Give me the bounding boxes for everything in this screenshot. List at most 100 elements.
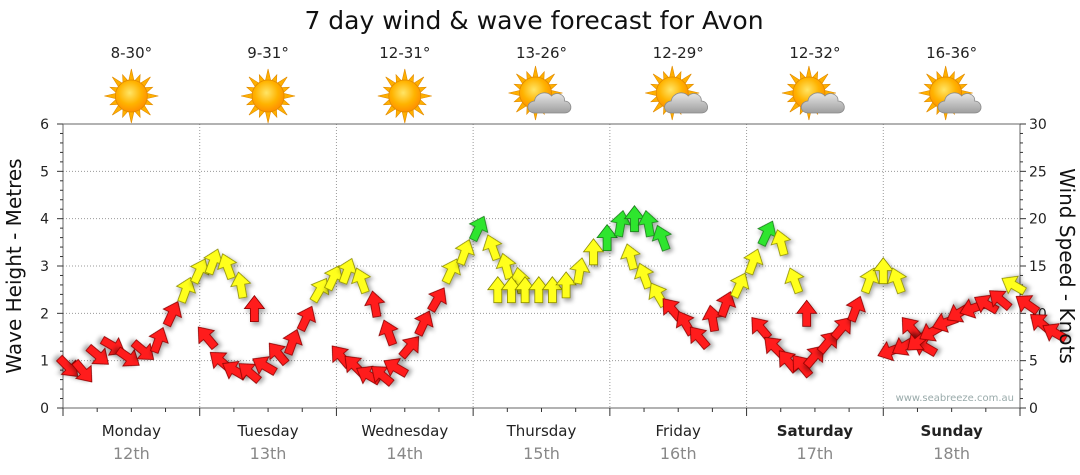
wind-arrow — [350, 267, 372, 295]
left-tick-label: 0 — [40, 401, 49, 417]
date-label: 18th — [933, 444, 970, 463]
temperature-row: 8-30° 9-31° 12-31° 13-26° 12-29° 12-32° 16-36° — [111, 44, 978, 62]
right-tick-label: 0 — [1029, 401, 1038, 417]
wind-arrow — [743, 248, 764, 276]
day-label: Monday — [102, 422, 161, 440]
wind-arrow — [729, 272, 750, 299]
partly-cloudy-icon — [645, 65, 708, 121]
wind-arrow — [383, 358, 410, 378]
wind-arrow — [230, 271, 252, 299]
temperature-range: 12-32° — [789, 44, 840, 62]
wind-arrow — [268, 342, 290, 367]
wind-arrow — [378, 319, 399, 347]
left-tick-label: 2 — [40, 306, 49, 322]
date-label: 17th — [797, 444, 834, 463]
chart-title: 7 day wind & wave forecast for Avon — [304, 6, 763, 35]
wind-arrow — [71, 358, 93, 383]
wind-arrow — [55, 354, 79, 377]
right-tick-label: 25 — [1029, 164, 1047, 180]
wind-arrow — [189, 258, 210, 285]
wind-arrow — [989, 290, 1013, 312]
wind-arrow — [816, 331, 838, 355]
date-label: 13th — [250, 444, 287, 463]
wind-arrow — [859, 267, 880, 295]
wind-arrow — [115, 346, 140, 367]
left-tick-label: 6 — [40, 117, 49, 133]
wind-arrow — [148, 326, 169, 354]
wind-arrow — [715, 291, 737, 318]
wind-arrow — [795, 299, 818, 327]
wind-arrow — [886, 267, 908, 295]
wind-arrow — [427, 287, 447, 313]
temperature-range: 9-31° — [247, 44, 289, 62]
partly-cloudy-icon — [781, 65, 845, 121]
wind-arrow — [802, 345, 824, 369]
day-label: Thursday — [506, 422, 577, 440]
partly-cloudy-icon — [508, 65, 572, 121]
temperature-range: 12-31° — [379, 44, 430, 62]
wind-arrow — [243, 294, 266, 323]
wind-arrow — [197, 326, 219, 351]
day-label: Saturday — [777, 422, 854, 440]
wind-arrow — [413, 310, 434, 337]
wind-arrow — [175, 276, 197, 304]
wind-arrow — [130, 339, 155, 360]
right-axis-title: Wind Speed - Knots — [1055, 168, 1079, 364]
wind-arrow — [596, 223, 618, 252]
temperature-range: 12-29° — [653, 44, 704, 62]
wind-arrow — [973, 294, 1000, 315]
weather-icon-row — [104, 65, 982, 124]
watermark: www.seabreeze.com.au — [896, 393, 1014, 404]
partly-cloudy-icon — [918, 65, 982, 121]
wind-arrow — [1042, 323, 1069, 343]
right-tick-label: 5 — [1029, 354, 1038, 370]
date-label: 14th — [386, 444, 423, 463]
wind-arrow — [633, 262, 655, 290]
left-axis-title: Wave Height - Metres — [2, 158, 26, 373]
left-tick-label: 1 — [40, 354, 49, 370]
wind-arrow — [1001, 275, 1028, 296]
wind-arrow — [555, 271, 577, 299]
wind-arrow — [217, 253, 238, 281]
wind-arrow — [441, 258, 461, 285]
wind-arrow — [845, 295, 866, 323]
x-axis: Monday 12th Tuesday 13th Wednesday 14th Thursd… — [62, 408, 1021, 463]
wind-arrow — [582, 238, 605, 266]
wind-arrow — [689, 326, 711, 351]
date-label: 12th — [113, 444, 150, 463]
wind-arrow — [830, 317, 852, 341]
wind-arrow — [238, 363, 262, 384]
left-tick-label: 4 — [40, 212, 49, 228]
wind-arrow — [495, 252, 517, 281]
wind-arrow-series — [55, 205, 1069, 387]
wind-arrow — [162, 300, 183, 328]
temperature-range: 8-30° — [111, 44, 153, 62]
sun-icon — [104, 68, 159, 124]
wind-arrow — [309, 277, 330, 304]
wind-arrow — [296, 305, 317, 333]
day-label: Tuesday — [237, 422, 299, 440]
day-label: Wednesday — [361, 422, 448, 440]
right-tick-label: 30 — [1029, 117, 1047, 133]
right-tick-label: 15 — [1029, 259, 1047, 275]
wind-arrow — [282, 328, 303, 356]
wind-arrow — [85, 343, 109, 365]
wind-arrow — [569, 257, 591, 285]
temperature-range: 13-26° — [516, 44, 567, 62]
right-tick-label: 20 — [1029, 212, 1047, 228]
wind-arrow — [770, 229, 792, 257]
left-axis: 0 1 2 3 4 5 6 — [40, 117, 63, 417]
temperature-range: 16-36° — [926, 44, 977, 62]
wind-arrow — [784, 267, 805, 295]
date-label: 15th — [523, 444, 560, 463]
wind-arrow — [651, 224, 673, 252]
wind-arrow — [454, 238, 475, 266]
wind-arrow — [468, 215, 489, 243]
left-tick-label: 5 — [40, 164, 49, 180]
wind-arrow — [364, 290, 386, 318]
sun-icon — [241, 68, 296, 124]
day-label: Sunday — [920, 422, 983, 440]
wind-arrow — [620, 243, 641, 271]
wind-arrow — [637, 209, 659, 238]
